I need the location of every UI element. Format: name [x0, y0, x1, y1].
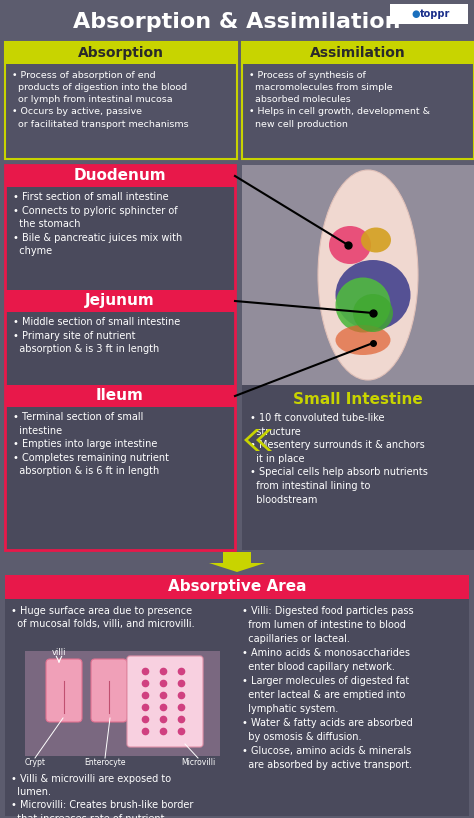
Bar	[25, 651, 220, 756]
Text: Jejunum: Jejunum	[85, 294, 155, 308]
Text: toppr: toppr	[420, 9, 450, 19]
FancyBboxPatch shape	[91, 659, 127, 722]
Text: • Villi: Digested food particles pass
  from lumen of intestine to blood
  capil: • Villi: Digested food particles pass fr…	[242, 606, 414, 770]
Bar	[242, 64, 474, 159]
FancyBboxPatch shape	[127, 656, 203, 747]
Ellipse shape	[353, 294, 393, 332]
Ellipse shape	[361, 227, 391, 253]
Bar	[242, 385, 474, 550]
Bar	[5, 165, 235, 187]
Polygon shape	[209, 552, 265, 572]
Ellipse shape	[329, 226, 371, 264]
Polygon shape	[256, 429, 272, 451]
Ellipse shape	[336, 277, 391, 332]
Bar	[5, 290, 235, 312]
Text: Crypt: Crypt	[25, 758, 46, 767]
Text: Absorption & Assimilation: Absorption & Assimilation	[73, 12, 401, 32]
Text: Duodenum: Duodenum	[73, 169, 166, 183]
Ellipse shape	[336, 325, 391, 355]
Bar	[5, 165, 235, 550]
Text: • Process of synthesis of
  macromolecules from simple
  absorbed molecules
• He: • Process of synthesis of macromolecules…	[249, 71, 430, 128]
Ellipse shape	[336, 260, 410, 330]
Text: villi: villi	[52, 648, 66, 657]
Bar	[5, 64, 237, 159]
Bar	[242, 42, 474, 159]
Text: • Process of absorption of end
  products of digestion into the blood
  or lymph: • Process of absorption of end products …	[12, 71, 189, 128]
Text: Assimilation: Assimilation	[310, 46, 406, 60]
Bar	[5, 575, 469, 816]
Text: Microvilli: Microvilli	[181, 758, 215, 767]
Text: • Middle section of small intestine
• Primary site of nutrient
  absorption & is: • Middle section of small intestine • Pr…	[13, 317, 180, 354]
Text: • Terminal section of small
  intestine
• Empties into large intestine
• Complet: • Terminal section of small intestine • …	[13, 412, 169, 476]
Text: • Huge surface area due to presence
  of mucosal folds, villi, and microvilli.: • Huge surface area due to presence of m…	[11, 606, 195, 629]
Text: Absorption: Absorption	[78, 46, 164, 60]
Bar	[5, 385, 235, 407]
FancyBboxPatch shape	[46, 659, 82, 722]
Text: • First section of small intestine
• Connects to pyloric sphincter of
  the stom: • First section of small intestine • Con…	[13, 192, 182, 256]
Text: Ileum: Ileum	[96, 389, 144, 403]
Bar	[242, 165, 474, 385]
Bar	[242, 42, 474, 64]
Bar	[5, 42, 237, 159]
Polygon shape	[244, 429, 260, 451]
Bar	[5, 42, 237, 64]
Bar	[5, 165, 235, 550]
Bar	[0, 0, 474, 42]
Text: Enterocyte: Enterocyte	[84, 758, 126, 767]
Bar	[5, 575, 469, 599]
Text: Small Intestine: Small Intestine	[293, 392, 423, 407]
Ellipse shape	[318, 170, 418, 380]
Text: • Villi & microvilli are exposed to
  lumen.
• Microvilli: Creates brush-like bo: • Villi & microvilli are exposed to lume…	[11, 774, 193, 818]
Bar	[390, 4, 468, 24]
Text: • 10 ft convoluted tube-like
  structure
• Mesentery surrounds it & anchors
  it: • 10 ft convoluted tube-like structure •…	[250, 413, 428, 505]
Text: Absorptive Area: Absorptive Area	[168, 579, 306, 595]
Text: ●: ●	[412, 9, 420, 19]
